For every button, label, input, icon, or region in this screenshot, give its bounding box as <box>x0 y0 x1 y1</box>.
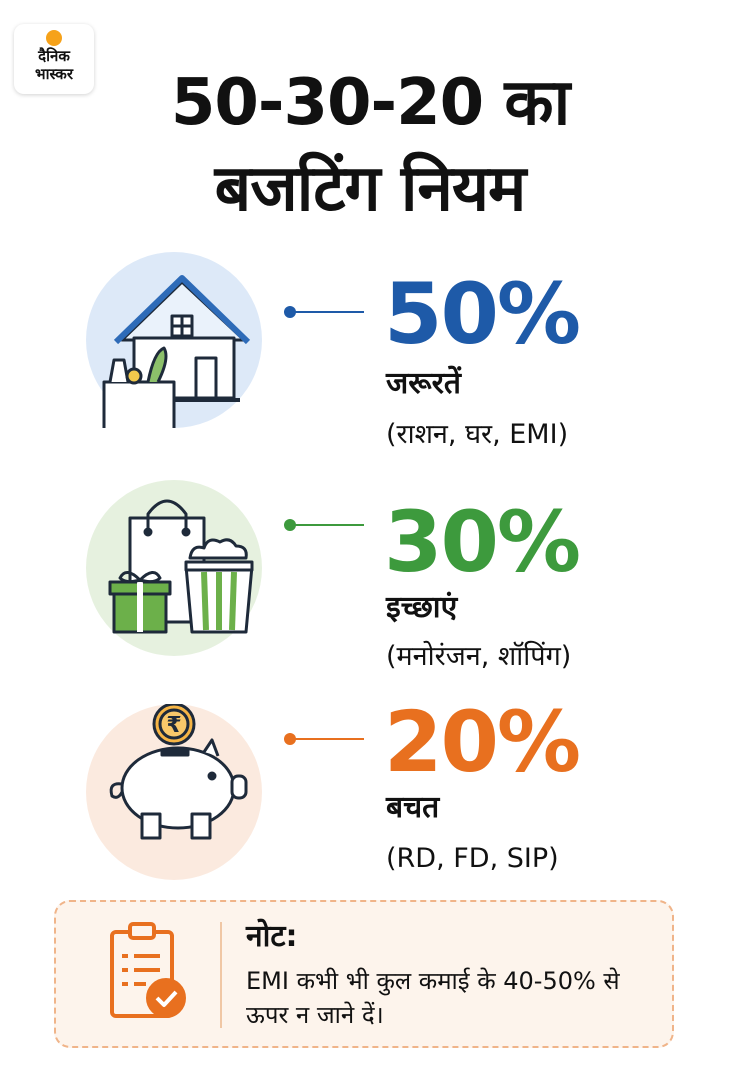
logo-line2: भास्कर <box>35 65 73 83</box>
logo-line1: दैनिक <box>38 47 70 65</box>
wants-examples: (मनोरंजन, शॉपिंग) <box>386 641 572 672</box>
note-body: EMI कभी भी कुल कमाई के 40-50% से ऊपर न ज… <box>246 967 620 1029</box>
wants-connector <box>284 519 364 531</box>
wants-icon-circle <box>86 480 262 656</box>
needs-label: जरूरतें <box>386 366 461 401</box>
savings-examples: (RD, FD, SIP) <box>386 843 559 874</box>
shopping-gift-popcorn-icon <box>108 499 254 634</box>
needs-percent: 50% <box>384 265 581 363</box>
needs-examples: (राशन, घर, EMI) <box>386 419 569 450</box>
svg-text:₹: ₹ <box>166 713 181 738</box>
piggy-bank-rupee-icon: ₹ <box>109 704 248 840</box>
dainik-bhaskar-logo: दैनिक भास्कर <box>14 24 94 94</box>
note-divider <box>220 922 222 1028</box>
savings-connector <box>284 733 364 745</box>
note-box: नोट: EMI कभी भी कुल कमाई के 40-50% से ऊप… <box>54 900 674 1048</box>
note-title: नोट: <box>246 919 298 954</box>
sun-icon <box>46 30 62 46</box>
wants-label: इच्छाएं <box>386 590 458 625</box>
wants-percent: 30% <box>384 493 581 591</box>
savings-icon-circle: ₹ <box>86 704 262 880</box>
page-title: 50-30-20 का बजटिंग नियम <box>110 60 630 232</box>
savings-percent: 20% <box>384 693 581 791</box>
house-groceries-icon <box>102 275 251 428</box>
title-line1: 50-30-20 का <box>170 66 570 140</box>
needs-icon-circle <box>86 252 262 428</box>
savings-label: बचत <box>386 790 440 825</box>
title-line2: बजटिंग नियम <box>214 152 527 226</box>
clipboard-check-icon <box>110 922 186 1018</box>
needs-connector <box>284 306 364 318</box>
